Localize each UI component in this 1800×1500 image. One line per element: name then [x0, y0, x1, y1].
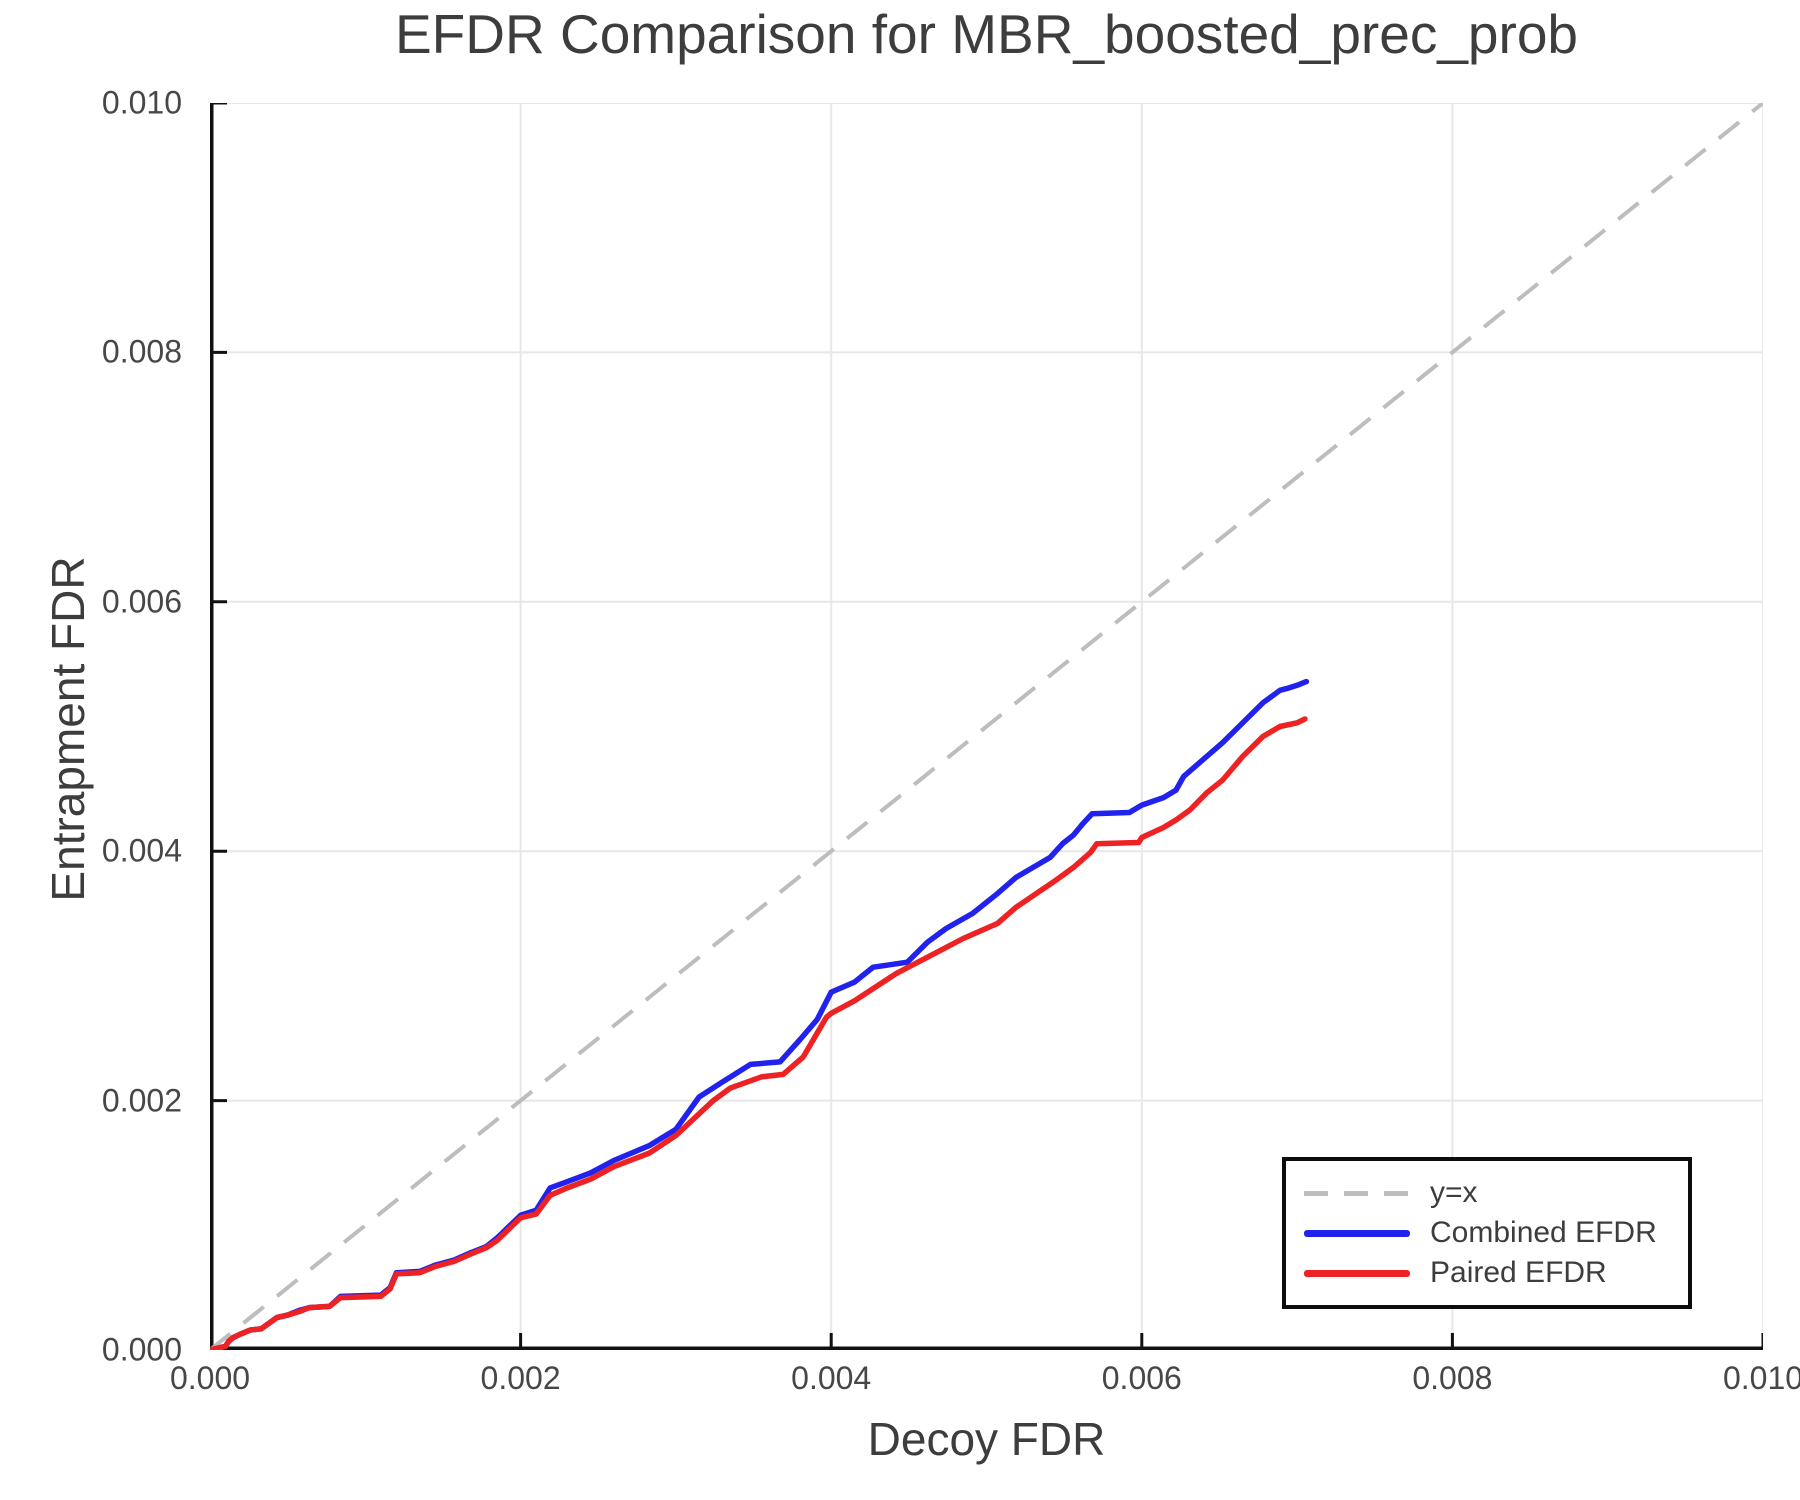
page-title: EFDR Comparison for MBR_boosted_prec_pro… [394, 3, 1579, 65]
reference-line-y-equals-x [210, 103, 1763, 1350]
legend-item: Paired EFDR [1304, 1253, 1688, 1293]
legend-item: y=x [1304, 1173, 1688, 1213]
x-tick-label: 0.006 [1101, 1360, 1182, 1396]
y-tick-label: 0.002 [101, 1082, 182, 1119]
plot-area [210, 103, 1763, 1350]
x-tick-label: 0.004 [791, 1360, 872, 1396]
y-axis-label: Entrapment FDR [42, 556, 94, 902]
legend-label: Combined EFDR [1430, 1216, 1657, 1249]
x-axis-label: Decoy FDR [867, 1413, 1106, 1465]
y-tick-label: 0.010 [101, 84, 182, 121]
y-tick-label: 0.006 [101, 583, 182, 620]
x-tick-label: 0.008 [1412, 1360, 1493, 1396]
x-tick-label: 0.010 [1722, 1360, 1800, 1396]
legend-label: y=x [1430, 1176, 1478, 1209]
legend-line-sample [1304, 1190, 1410, 1196]
y-tick-label: 0.000 [101, 1331, 182, 1368]
legend-item: Combined EFDR [1304, 1213, 1688, 1253]
legend: y=x Combined EFDR Paired EFDR [1282, 1157, 1692, 1309]
x-tick-label: 0.000 [169, 1360, 251, 1396]
x-tick-label: 0.002 [480, 1360, 561, 1396]
y-tick-label: 0.008 [101, 333, 182, 370]
series-paired-efdr [210, 716, 1308, 1350]
legend-line-sample [1304, 1229, 1410, 1237]
y-tick-label: 0.004 [101, 832, 182, 869]
legend-line-sample [1304, 1269, 1410, 1277]
legend-label: Paired EFDR [1430, 1256, 1607, 1289]
